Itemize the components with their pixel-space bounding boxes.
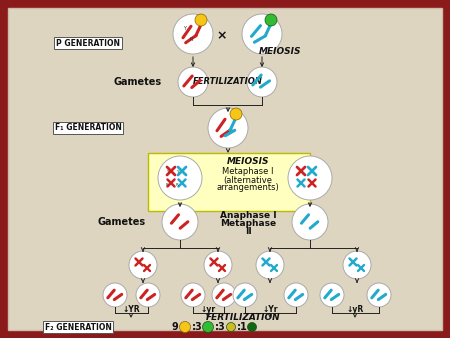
Text: ↓yR: ↓yR — [346, 306, 364, 314]
Circle shape — [181, 283, 205, 307]
Text: FERTILIZATION: FERTILIZATION — [206, 313, 280, 321]
Text: MEIOSIS: MEIOSIS — [259, 48, 301, 56]
Text: arrangements): arrangements) — [216, 184, 279, 193]
Circle shape — [230, 108, 242, 120]
Text: II: II — [245, 227, 252, 237]
Circle shape — [129, 251, 157, 279]
FancyBboxPatch shape — [148, 153, 310, 211]
Text: R: R — [166, 183, 169, 187]
Circle shape — [233, 283, 257, 307]
Circle shape — [248, 322, 256, 332]
Text: Anaphase I: Anaphase I — [220, 211, 276, 219]
Circle shape — [247, 67, 277, 97]
Circle shape — [173, 14, 213, 54]
Circle shape — [136, 283, 160, 307]
Circle shape — [208, 108, 248, 148]
Text: :3: :3 — [215, 322, 225, 332]
FancyBboxPatch shape — [8, 8, 442, 330]
Circle shape — [226, 322, 235, 332]
Text: ↓yr: ↓yr — [200, 306, 216, 314]
Text: R: R — [176, 183, 179, 187]
Text: R: R — [190, 37, 194, 42]
Text: :1: :1 — [237, 322, 248, 332]
Circle shape — [292, 204, 328, 240]
Text: Y: Y — [183, 26, 186, 31]
Text: ↓Yr: ↓Yr — [262, 306, 278, 314]
Circle shape — [202, 321, 213, 333]
Circle shape — [284, 283, 308, 307]
Text: Y: Y — [176, 170, 179, 174]
Text: P GENERATION: P GENERATION — [56, 39, 120, 48]
Circle shape — [320, 283, 344, 307]
Circle shape — [103, 283, 127, 307]
Circle shape — [288, 156, 332, 200]
Circle shape — [178, 67, 208, 97]
Circle shape — [265, 14, 277, 26]
Text: F₁ GENERATION: F₁ GENERATION — [54, 123, 122, 132]
Text: (alternative: (alternative — [224, 175, 273, 185]
Circle shape — [212, 283, 236, 307]
Circle shape — [367, 283, 391, 307]
Circle shape — [162, 204, 198, 240]
Text: :3: :3 — [192, 322, 202, 332]
Circle shape — [180, 321, 190, 333]
Text: ↓YR: ↓YR — [122, 306, 140, 314]
Circle shape — [158, 156, 202, 200]
Text: Gametes: Gametes — [114, 77, 162, 87]
Text: Gametes: Gametes — [98, 217, 146, 227]
Text: ×: × — [217, 29, 227, 43]
Text: Metaphase: Metaphase — [220, 219, 276, 228]
Text: Y: Y — [166, 170, 168, 174]
Text: 9: 9 — [171, 322, 178, 332]
Text: F₂ GENERATION: F₂ GENERATION — [45, 322, 112, 332]
Circle shape — [242, 14, 282, 54]
Circle shape — [256, 251, 284, 279]
Circle shape — [343, 251, 371, 279]
Circle shape — [195, 14, 207, 26]
Circle shape — [204, 251, 232, 279]
Text: MEIOSIS: MEIOSIS — [227, 158, 269, 167]
Text: Metaphase I: Metaphase I — [222, 168, 274, 176]
Text: FERTILIZATION: FERTILIZATION — [193, 77, 263, 87]
